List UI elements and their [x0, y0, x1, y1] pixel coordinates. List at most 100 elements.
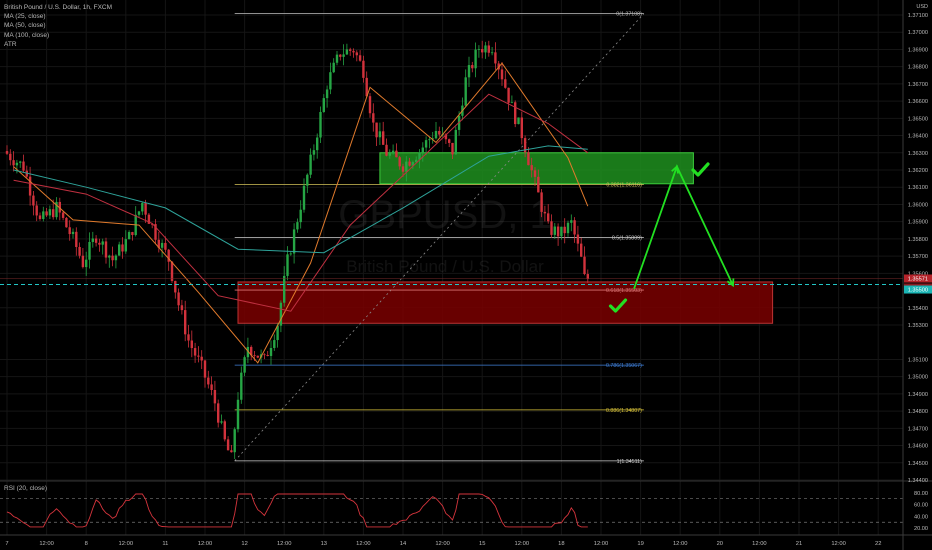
zones[interactable] [237, 152, 774, 324]
supply-zone [379, 152, 694, 185]
indicator-ma100[interactable]: MA (100, close) [4, 31, 50, 39]
candle-body [537, 176, 540, 193]
candle-body [32, 195, 35, 206]
candle-body [368, 96, 372, 114]
candle-body [9, 153, 12, 161]
candle-body [428, 139, 431, 141]
price-tick-label: 1.36800 [908, 65, 928, 71]
candle-body [454, 129, 457, 155]
time-tick-label: 13 [321, 541, 327, 547]
price-tick-label: 1.37000 [908, 30, 928, 36]
candle-body [108, 255, 111, 258]
legend: British Pound / U.S. Dollar, 1h, FXCM MA… [4, 3, 112, 49]
fib-level-label: 0.618(1.35503) [606, 288, 642, 294]
price-tick-label: 1.35300 [908, 323, 928, 329]
candle-body [48, 209, 52, 216]
candle-body [530, 165, 533, 171]
candle-body [25, 170, 28, 177]
candle-body [471, 65, 474, 69]
candle-body [477, 49, 481, 50]
candle-body [180, 305, 184, 311]
price-tick-label: 1.34500 [908, 461, 928, 467]
candle-body [104, 241, 108, 258]
candle-body [38, 215, 42, 220]
candle-body [286, 254, 289, 276]
candle-body [500, 69, 504, 80]
candle-body [246, 346, 250, 358]
candle-body [164, 242, 167, 250]
time-tick-label: 14 [400, 541, 407, 547]
candle-body [137, 211, 141, 215]
price-tick-label: 1.35900 [908, 220, 928, 226]
candle-body [411, 162, 415, 166]
candle-body [339, 54, 342, 57]
candle-body [256, 355, 259, 358]
candle-body [160, 242, 164, 248]
candle-body [299, 209, 302, 223]
candle-body [28, 176, 32, 196]
price-axis[interactable]: USD 1.37100 1.37000 1.36900 1.36800 1.36700 1.… [902, 0, 932, 550]
candle-body [292, 229, 296, 254]
candle-body [553, 226, 556, 235]
time-tick-label: 12:00 [435, 541, 450, 547]
candle-body [309, 154, 312, 175]
forecast-arrow-down [726, 278, 735, 288]
price-tick-label: 1.36600 [908, 99, 928, 105]
price-tick-label: 1.36000 [908, 202, 928, 208]
indicator-atr[interactable]: ATR [4, 40, 17, 48]
candle-body [220, 421, 223, 423]
indicator-ma50[interactable]: MA (50, close) [4, 22, 46, 30]
candle-body [424, 140, 428, 148]
time-tick-label: 12:00 [356, 541, 371, 547]
moving-averages [13, 62, 589, 364]
price-tick-label: 1.36700 [908, 82, 928, 88]
dashed-price-badge [904, 285, 932, 294]
candle-body [207, 377, 210, 385]
candle-body [573, 220, 576, 235]
candle-body [78, 246, 81, 256]
price-tick-label: 1.36900 [908, 47, 928, 53]
time-tick-label: 21 [796, 541, 802, 547]
candle-body [91, 238, 94, 242]
candle-body [58, 201, 61, 213]
price-tick-label: 1.36200 [908, 168, 928, 174]
symbol-line[interactable]: British Pound / U.S. Dollar, 1h, FXCM [4, 4, 113, 11]
price-tick-label: 1.34400 [908, 478, 928, 484]
demand-zone [237, 281, 774, 324]
candle-body [583, 256, 586, 275]
candle-body [253, 355, 256, 356]
fib-level-label: 0(1.37108) [616, 12, 642, 18]
price-tick-label: 1.34700 [908, 426, 928, 432]
candle-body [121, 244, 124, 252]
candle-body [302, 185, 306, 210]
candle-body [431, 138, 434, 140]
price-tick-label: 1.35800 [908, 237, 928, 243]
candle-body [61, 212, 65, 218]
candle-body [42, 211, 45, 220]
ma100-line [13, 145, 588, 254]
candle-body [332, 62, 335, 73]
time-tick-label: 12 [241, 541, 247, 547]
candle-body [124, 239, 127, 252]
candles [5, 40, 589, 460]
fibonacci-retracement[interactable]: 0(1.37108) 0.382(1.36116) 0.5(1.35809) 0.61… [234, 12, 645, 465]
candle-body [576, 234, 580, 244]
fib-level-label: 0.886(1.34807) [606, 408, 642, 414]
rsi-label[interactable]: RSI (20, close) [4, 485, 47, 492]
candle-body [543, 211, 547, 214]
annotations[interactable] [0, 162, 903, 313]
candle-body [510, 102, 514, 104]
rsi-tick-label: 60.00 [914, 503, 928, 509]
indicator-ma25[interactable]: MA (25, close) [4, 13, 46, 21]
time-axis[interactable]: 7 12:00 8 12:00 11 12:00 12 12:00 13 12:00 14 12:00… [0, 534, 932, 547]
candle-body [316, 137, 319, 151]
price-tick-label: 1.35000 [908, 375, 928, 381]
candle-body [563, 226, 566, 234]
fib-level-label: 0.786(1.35067) [606, 363, 642, 369]
candle-body [355, 52, 358, 56]
time-tick-label: 12:00 [515, 541, 530, 547]
candle-body [514, 102, 517, 125]
candle-body [319, 111, 322, 138]
candle-body [329, 72, 332, 90]
